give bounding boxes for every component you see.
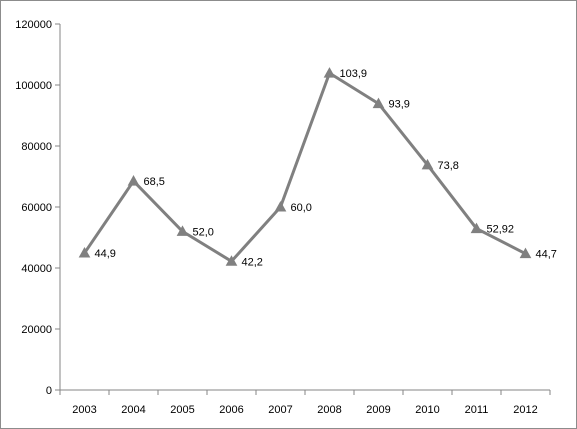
data-label: 68,5 (144, 176, 165, 188)
data-point-marker (274, 200, 287, 212)
data-label: 73,8 (438, 160, 459, 172)
y-tick-label: 20000 (21, 324, 52, 336)
x-tick-label: 2004 (121, 404, 145, 416)
x-tick-label: 2007 (268, 404, 292, 416)
y-tick-label: 0 (46, 385, 52, 397)
y-tick-label: 40000 (21, 263, 52, 275)
data-point-marker (127, 175, 140, 186)
data-point-marker (78, 247, 91, 258)
x-tick-label: 2005 (170, 404, 194, 416)
y-tick-label: 100000 (15, 80, 52, 92)
data-point-marker (421, 158, 434, 170)
data-point-marker (225, 255, 238, 266)
data-point-marker (323, 67, 336, 78)
data-markers (78, 67, 532, 266)
x-tick-label: 2009 (366, 404, 390, 416)
series-line (83, 71, 527, 263)
x-tick-label: 2012 (513, 404, 537, 416)
data-labels: 44,9 68,5 52,0 42,2 60,0 103,9 93,9 73,8 52,92 44… (95, 68, 557, 268)
data-label: 44,9 (95, 248, 116, 260)
data-point-marker (176, 225, 189, 236)
data-label: 103,9 (340, 68, 368, 80)
x-tick-label: 2010 (415, 404, 439, 416)
data-label: 60,0 (291, 202, 312, 214)
y-tick-labels: 0 20000 40000 60000 80000 100000 120000 (15, 19, 52, 397)
data-point-marker (372, 97, 385, 109)
x-tick-labels: 2003 2004 2005 2006 2007 2008 2009 2010 2011 2012 (72, 404, 537, 416)
y-tick-label: 60000 (21, 202, 52, 214)
x-tick-label: 2006 (219, 404, 243, 416)
data-point-marker (470, 222, 483, 234)
data-label: 44,7 (536, 249, 557, 261)
x-tick-label: 2008 (317, 404, 341, 416)
axes (55, 23, 551, 395)
x-tick-label: 2003 (72, 404, 96, 416)
x-tick-label: 2011 (465, 404, 489, 416)
series-polyline (83, 71, 527, 263)
data-label: 52,92 (487, 224, 515, 236)
data-label: 93,9 (389, 99, 410, 111)
data-label: 42,2 (242, 256, 263, 268)
y-tick-label: 120000 (15, 19, 52, 31)
y-tick-label: 80000 (21, 141, 52, 153)
data-point-marker (519, 247, 532, 259)
data-label: 52,0 (193, 226, 214, 238)
